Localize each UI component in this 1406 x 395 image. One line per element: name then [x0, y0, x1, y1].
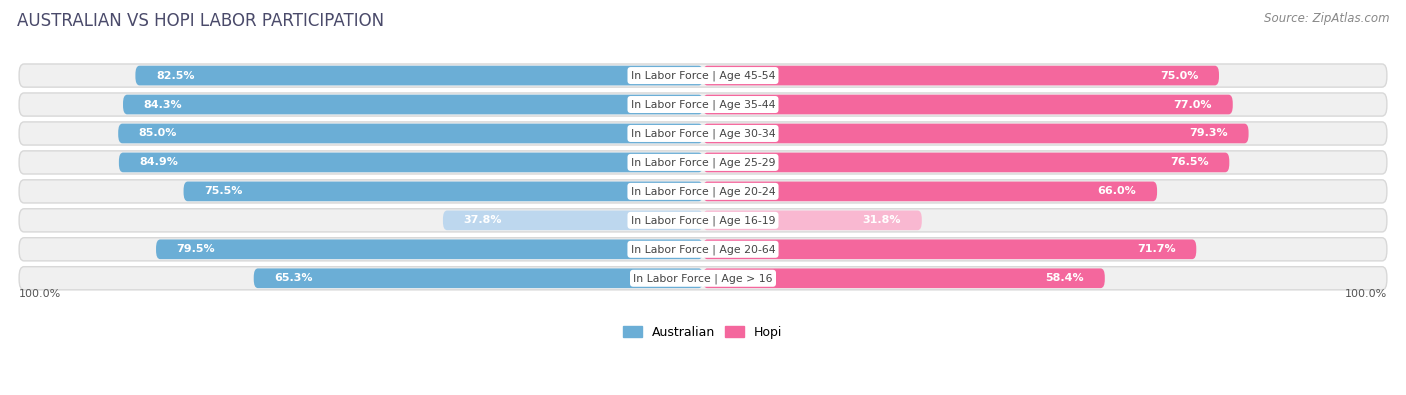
Legend: Australian, Hopi: Australian, Hopi	[619, 321, 787, 344]
Text: In Labor Force | Age 30-34: In Labor Force | Age 30-34	[631, 128, 775, 139]
FancyBboxPatch shape	[20, 209, 1386, 232]
Text: In Labor Force | Age 25-29: In Labor Force | Age 25-29	[631, 157, 775, 168]
FancyBboxPatch shape	[703, 182, 1157, 201]
FancyBboxPatch shape	[20, 238, 1386, 261]
Text: 100.0%: 100.0%	[20, 289, 62, 299]
Text: 37.8%: 37.8%	[464, 215, 502, 225]
Text: Source: ZipAtlas.com: Source: ZipAtlas.com	[1264, 12, 1389, 25]
Text: 31.8%: 31.8%	[863, 215, 901, 225]
Text: In Labor Force | Age 35-44: In Labor Force | Age 35-44	[631, 99, 775, 110]
FancyBboxPatch shape	[253, 269, 703, 288]
Text: 71.7%: 71.7%	[1137, 244, 1175, 254]
Text: AUSTRALIAN VS HOPI LABOR PARTICIPATION: AUSTRALIAN VS HOPI LABOR PARTICIPATION	[17, 12, 384, 30]
Text: 100.0%: 100.0%	[1344, 289, 1386, 299]
FancyBboxPatch shape	[20, 93, 1386, 116]
FancyBboxPatch shape	[703, 66, 1219, 85]
Text: 58.4%: 58.4%	[1046, 273, 1084, 283]
Text: In Labor Force | Age 45-54: In Labor Force | Age 45-54	[631, 70, 775, 81]
FancyBboxPatch shape	[703, 269, 1105, 288]
FancyBboxPatch shape	[703, 239, 1197, 259]
Text: 75.0%: 75.0%	[1160, 71, 1198, 81]
Text: 84.9%: 84.9%	[139, 158, 179, 167]
Text: 79.3%: 79.3%	[1189, 128, 1227, 139]
Text: 75.5%: 75.5%	[204, 186, 243, 196]
FancyBboxPatch shape	[703, 124, 1249, 143]
Text: 66.0%: 66.0%	[1098, 186, 1136, 196]
FancyBboxPatch shape	[20, 267, 1386, 290]
Text: 76.5%: 76.5%	[1170, 158, 1209, 167]
FancyBboxPatch shape	[118, 124, 703, 143]
FancyBboxPatch shape	[703, 95, 1233, 115]
Text: 79.5%: 79.5%	[177, 244, 215, 254]
Text: 85.0%: 85.0%	[139, 128, 177, 139]
FancyBboxPatch shape	[156, 239, 703, 259]
FancyBboxPatch shape	[122, 95, 703, 115]
Text: 84.3%: 84.3%	[143, 100, 183, 109]
FancyBboxPatch shape	[20, 64, 1386, 87]
FancyBboxPatch shape	[703, 152, 1229, 172]
Text: In Labor Force | Age 20-24: In Labor Force | Age 20-24	[631, 186, 775, 197]
Text: In Labor Force | Age > 16: In Labor Force | Age > 16	[633, 273, 773, 284]
FancyBboxPatch shape	[20, 122, 1386, 145]
Text: 77.0%: 77.0%	[1174, 100, 1212, 109]
FancyBboxPatch shape	[703, 211, 922, 230]
Text: 65.3%: 65.3%	[274, 273, 314, 283]
FancyBboxPatch shape	[443, 211, 703, 230]
FancyBboxPatch shape	[120, 152, 703, 172]
Text: 82.5%: 82.5%	[156, 71, 194, 81]
FancyBboxPatch shape	[184, 182, 703, 201]
FancyBboxPatch shape	[135, 66, 703, 85]
FancyBboxPatch shape	[20, 180, 1386, 203]
FancyBboxPatch shape	[20, 151, 1386, 174]
Text: In Labor Force | Age 16-19: In Labor Force | Age 16-19	[631, 215, 775, 226]
Text: In Labor Force | Age 20-64: In Labor Force | Age 20-64	[631, 244, 775, 254]
